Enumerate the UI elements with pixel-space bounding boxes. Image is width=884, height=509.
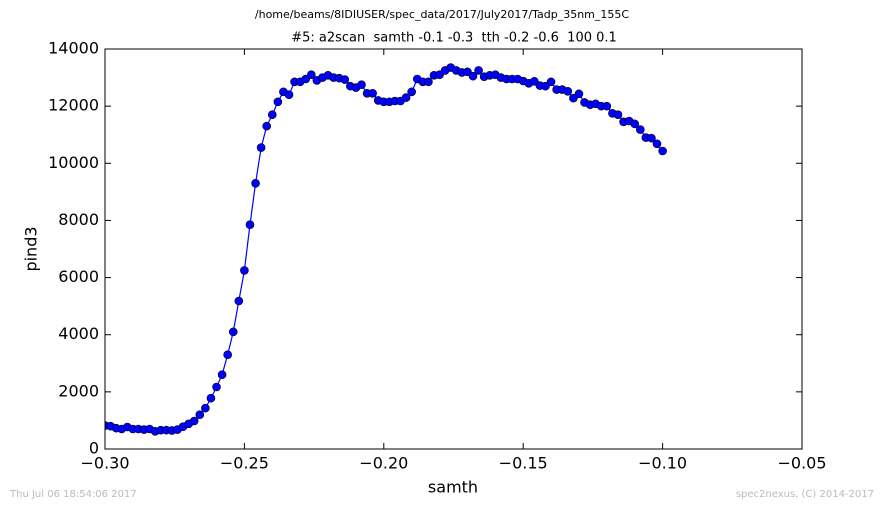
- data-point: [630, 119, 640, 129]
- data-point: [217, 370, 227, 380]
- footer-right: spec2nexus, (C) 2014-2017: [736, 489, 874, 500]
- data-point: [602, 101, 612, 111]
- data-point: [189, 416, 199, 426]
- data-point: [424, 77, 433, 87]
- y-tick-label: 4000: [58, 324, 99, 343]
- y-tick-label: 6000: [58, 267, 99, 286]
- data-point: [635, 125, 645, 134]
- data-point: [245, 220, 255, 230]
- header: /home/beams/8IDIUSER/spec_data/2017/July…: [255, 8, 630, 21]
- data-point: [652, 139, 662, 149]
- data-point: [658, 146, 667, 156]
- data-point: [228, 327, 238, 337]
- x-tick-label: −0.10: [638, 454, 687, 473]
- plot-frame: [104, 48, 803, 450]
- data-point: [613, 110, 623, 120]
- data-point: [262, 121, 272, 131]
- data-point: [407, 87, 416, 97]
- data-point: [574, 89, 584, 99]
- data-point: [368, 88, 377, 98]
- data-point: [195, 410, 205, 420]
- footer-left: Thu Jul 06 18:54:06 2017: [9, 489, 137, 500]
- data-point: [401, 93, 411, 102]
- data-point: [251, 178, 260, 188]
- data-point: [267, 110, 277, 120]
- data-point: [212, 382, 221, 392]
- data-point: [647, 133, 656, 143]
- data-point: [474, 66, 483, 75]
- data-point: [206, 393, 216, 403]
- data-point: [273, 97, 283, 107]
- data-point: [284, 90, 294, 100]
- data-point: [201, 403, 210, 413]
- data-point: [307, 70, 316, 80]
- data-point: [240, 266, 249, 275]
- data-point: [546, 77, 556, 87]
- x-tick-label: −0.20: [359, 454, 408, 473]
- data-point: [357, 80, 366, 90]
- data-point: [223, 350, 232, 360]
- y-tick-label: 2000: [58, 381, 99, 400]
- x-axis-label: samth: [428, 478, 478, 497]
- x-tick-label: −0.15: [499, 454, 548, 473]
- y-tick-label: 14000: [48, 39, 99, 58]
- data-point: [256, 143, 266, 152]
- x-tick-label: −0.25: [220, 454, 269, 473]
- y-tick-label: 8000: [58, 210, 99, 229]
- y-axis-label: pind3: [22, 226, 41, 271]
- chart-title: #5: a2scan samth -0.1 -0.3 tth -0.2 -0.6…: [291, 31, 617, 46]
- y-tick-label: 0: [89, 439, 99, 458]
- data-point: [234, 296, 244, 306]
- data-point: [468, 71, 478, 81]
- x-tick-label: −0.05: [777, 454, 826, 473]
- x-tick-label: −0.30: [80, 454, 129, 473]
- data-point: [340, 75, 350, 84]
- y-tick-label: 12000: [48, 96, 99, 115]
- data-point: [563, 86, 573, 96]
- y-tick-label: 10000: [48, 153, 99, 172]
